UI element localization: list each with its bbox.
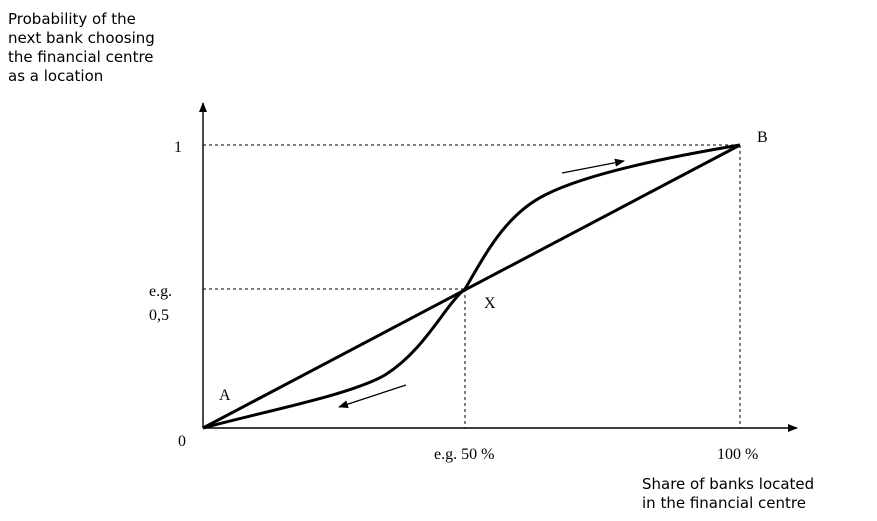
y-axis-title-line-4: as a location bbox=[8, 67, 104, 85]
x-axis-title: Share of banks located in the financial … bbox=[642, 475, 872, 513]
y-tick-half-line-1: e.g. bbox=[149, 283, 172, 300]
origin-label: 0 bbox=[178, 433, 186, 450]
x-tick-full: 100 % bbox=[717, 446, 758, 463]
y-tick-one: 1 bbox=[174, 139, 182, 156]
point-x-label: X bbox=[484, 295, 496, 312]
x-axis-title-line-1: Share of banks located bbox=[642, 475, 815, 493]
y-axis-title-line-3: the financial centre bbox=[8, 48, 154, 66]
x-tick-half: e.g. 50 % bbox=[434, 446, 494, 463]
diagonal-line bbox=[202, 143, 741, 430]
arrow-up-right bbox=[561, 158, 625, 174]
arrow-down-left bbox=[338, 384, 407, 408]
y-tick-half-line-2: 0,5 bbox=[149, 307, 169, 324]
point-b-label: B bbox=[757, 129, 768, 146]
y-axis-title-line-1: Probability of the bbox=[8, 10, 136, 28]
s-curve bbox=[202, 143, 741, 430]
y-axis-title: Probability of the next bank choosing th… bbox=[8, 10, 238, 86]
x-axis-title-line-2: in the financial centre bbox=[642, 494, 806, 512]
point-a-label: A bbox=[219, 387, 231, 404]
y-axis-title-line-2: next bank choosing bbox=[8, 29, 155, 47]
